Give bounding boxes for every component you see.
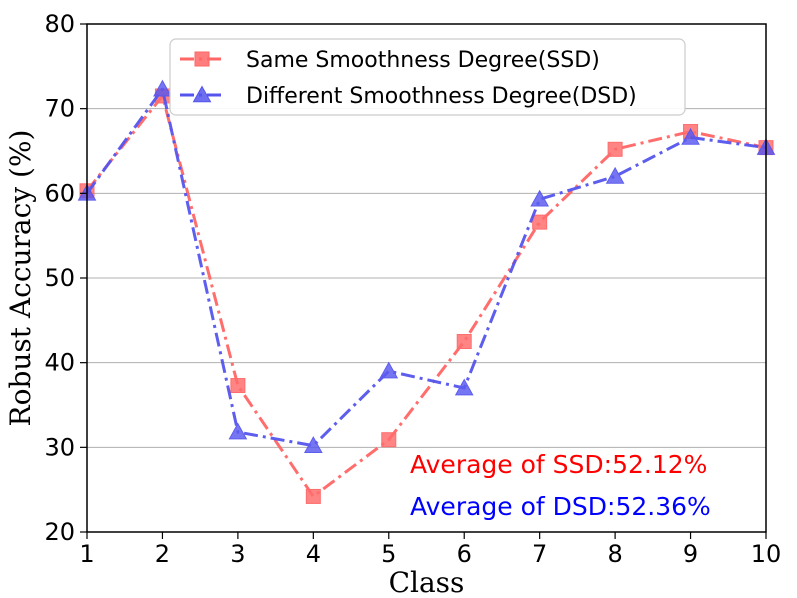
- series-0: [79, 88, 774, 504]
- x-tick-label-6: 6: [457, 540, 472, 568]
- dsd-average-annotation: Average of DSD:52.36%: [410, 492, 711, 521]
- x-tick-label-10: 10: [751, 540, 782, 568]
- x-tick-label-1: 1: [79, 540, 94, 568]
- x-tick-label-7: 7: [532, 540, 547, 568]
- y-tick-label-60: 60: [44, 179, 75, 207]
- legend-marker-0: [194, 51, 210, 67]
- data-point-s1-7: [530, 189, 550, 207]
- legend: Same Smoothness Degree(SSD) Different Smo…: [169, 38, 686, 116]
- ssd-average-annotation: Average of SSD:52.12%: [410, 450, 707, 479]
- series-1: [77, 79, 776, 453]
- data-point-s0-4: [305, 488, 321, 504]
- x-tick-label-5: 5: [381, 540, 396, 568]
- data-point-s1-2: [153, 79, 172, 97]
- legend-box: [169, 38, 686, 116]
- legend-label-0: Same Smoothness Degree(SSD): [246, 48, 600, 73]
- x-tick-label-4: 4: [306, 540, 321, 568]
- y-tick-label-70: 70: [44, 95, 75, 123]
- y-tick-label-40: 40: [44, 349, 75, 377]
- data-point-s1-8: [605, 166, 625, 184]
- data-point-s1-3: [228, 422, 248, 440]
- y-tick-label-30: 30: [44, 433, 75, 461]
- x-tick-label-3: 3: [230, 540, 245, 568]
- series-line-0: [85, 94, 767, 498]
- data-point-s0-7: [532, 214, 548, 230]
- data-point-s0-6: [456, 334, 472, 349]
- data-point-s1-9: [681, 127, 700, 145]
- x-tick-label-2: 2: [155, 540, 170, 568]
- axis-ticks: 1 2 3 4 5 6 7 8 9 10 20 30 40 50 60 70 80: [44, 10, 781, 568]
- legend-marker-1: [192, 85, 212, 103]
- data-point-s1-4: [303, 436, 323, 453]
- data-point-s0-5: [381, 432, 397, 448]
- data-point-s1-5: [379, 361, 399, 379]
- series-layer: [77, 79, 776, 504]
- y-axis-label: Robust Accuracy (%): [4, 130, 37, 427]
- y-tick-label-80: 80: [44, 10, 75, 38]
- y-tick-label-50: 50: [44, 264, 75, 292]
- x-axis-label: Class: [389, 566, 465, 598]
- x-tick-label-9: 9: [683, 540, 698, 568]
- x-tick-label-8: 8: [607, 540, 622, 568]
- data-point-s0-8: [607, 141, 623, 157]
- data-point-s1-6: [454, 378, 474, 396]
- y-tick-label-20: 20: [44, 518, 75, 546]
- legend-label-1: Different Smoothness Degree(DSD): [246, 84, 637, 109]
- series-line-1: [85, 87, 767, 448]
- data-point-s0-3: [230, 378, 246, 394]
